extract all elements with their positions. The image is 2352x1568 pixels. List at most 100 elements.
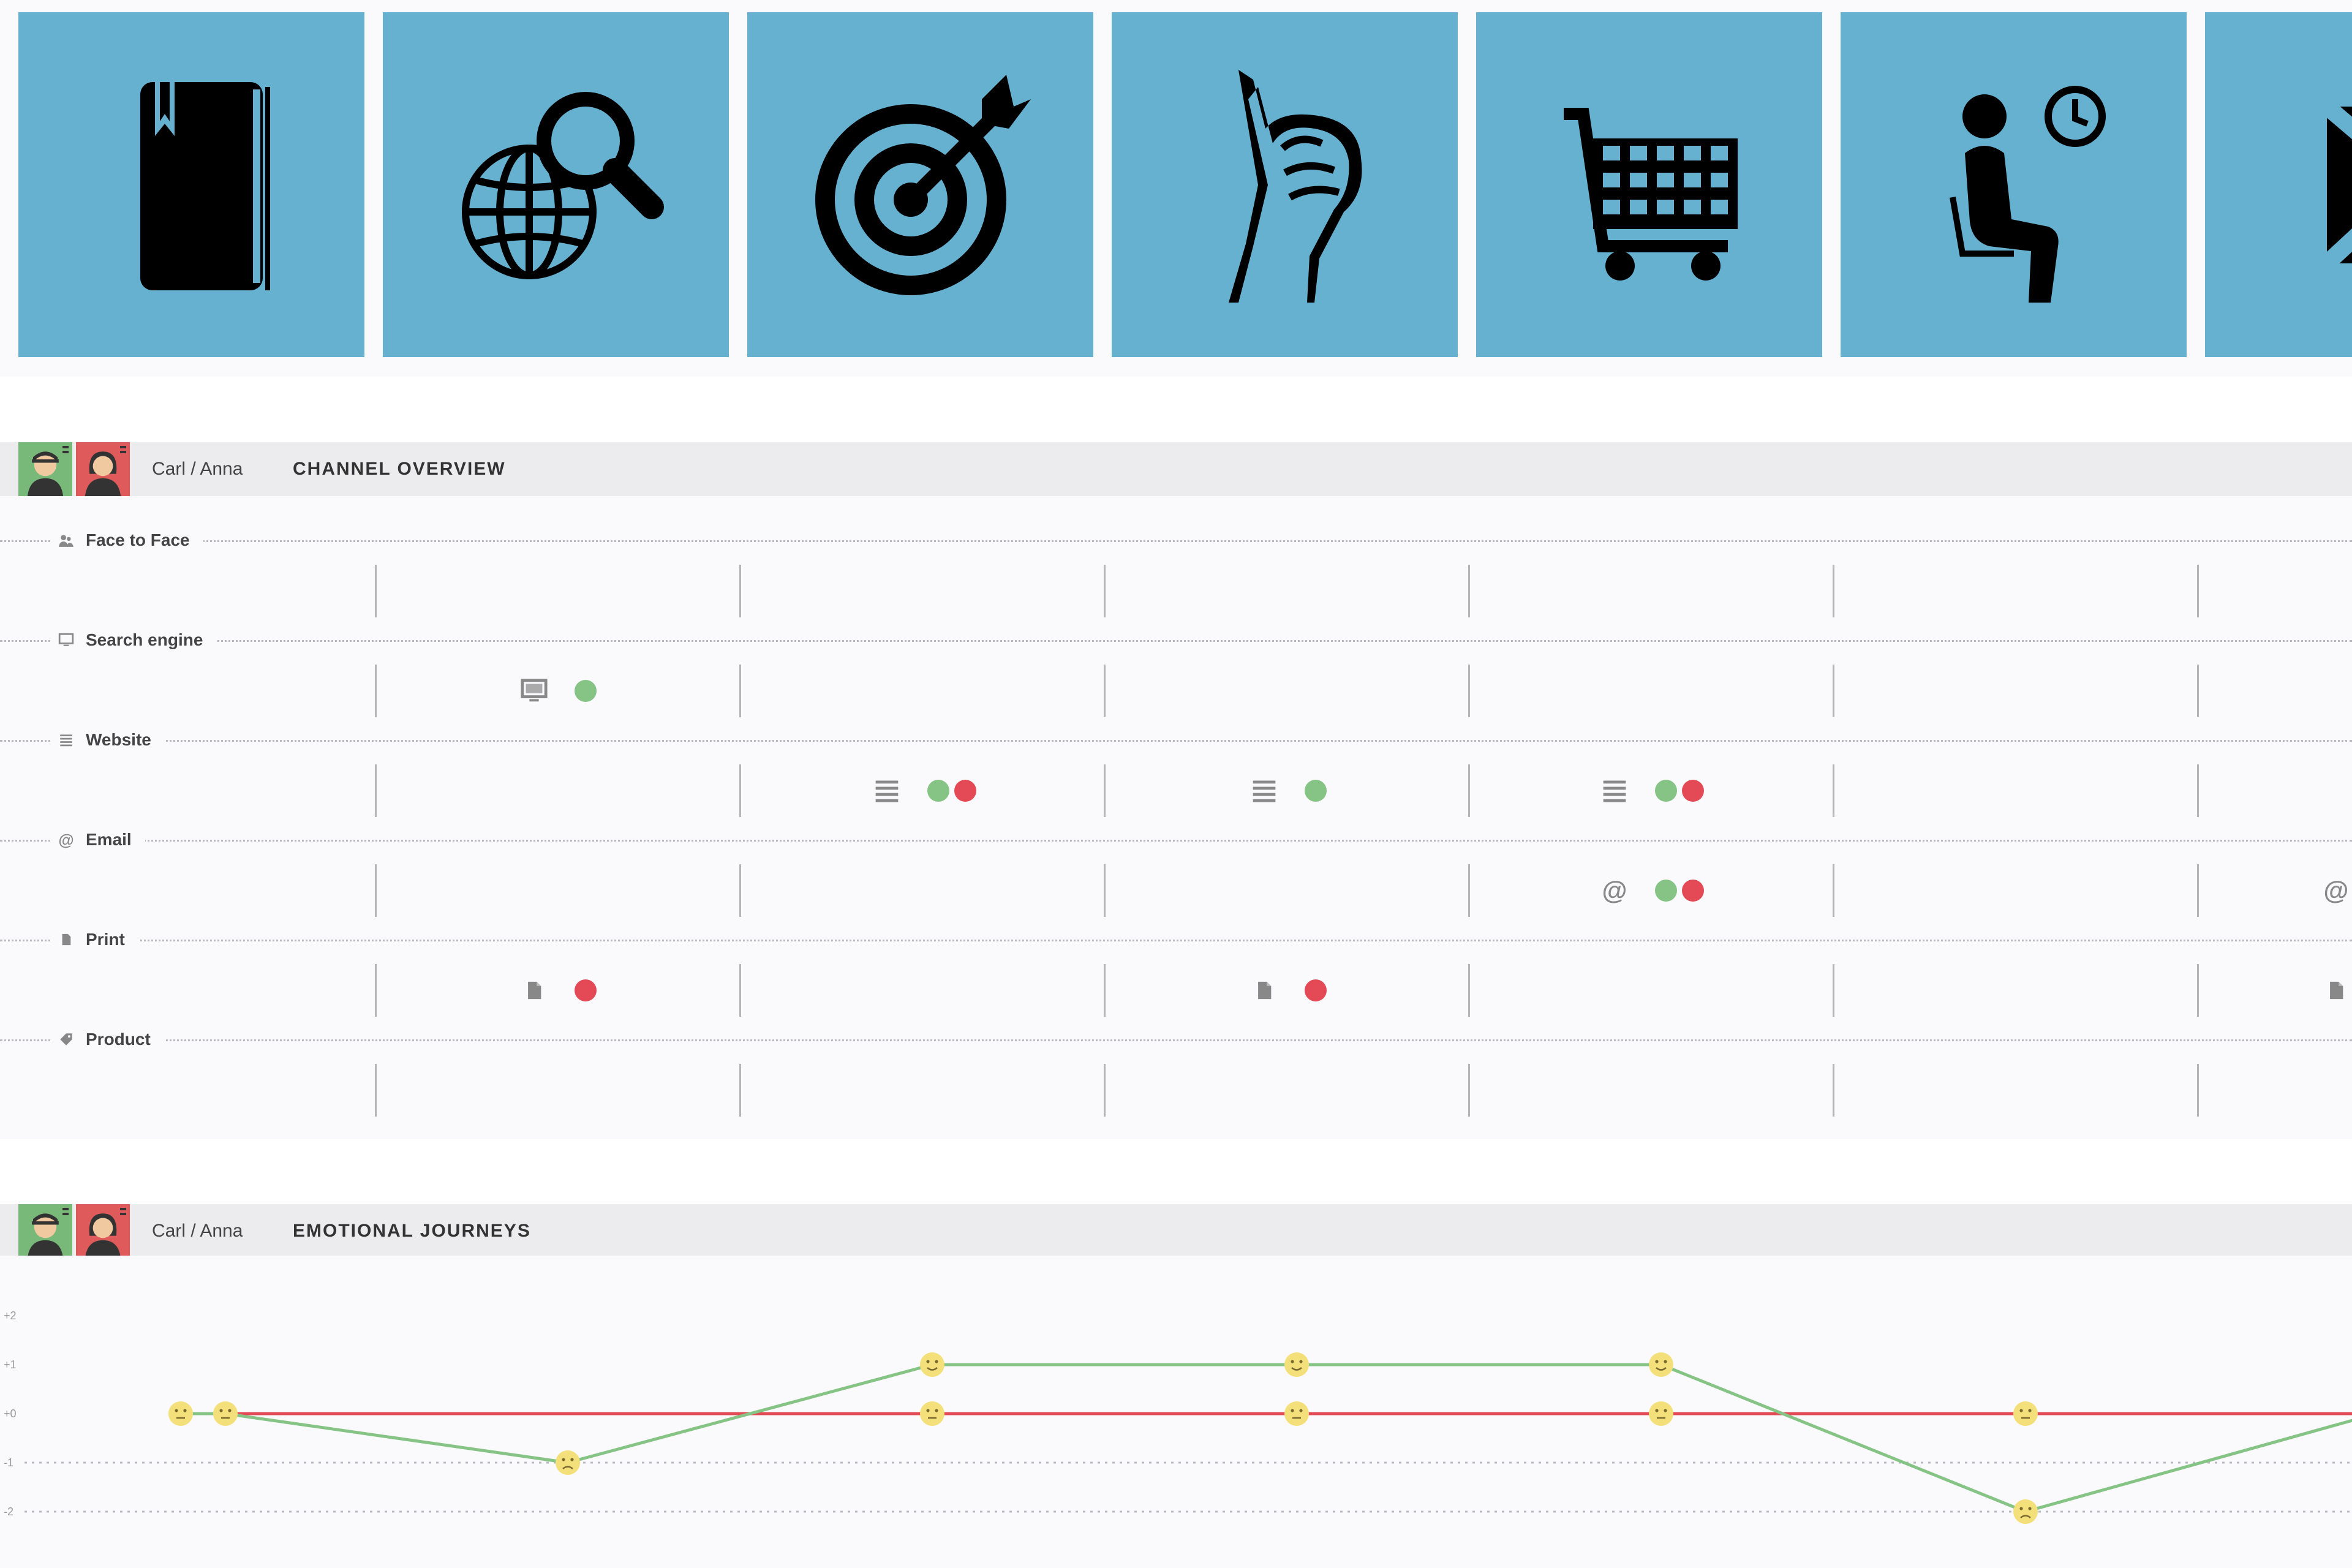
- tile-shopping-cart[interactable]: [1476, 12, 1822, 357]
- column-tick: [1104, 964, 1106, 1017]
- anna-emotion-point[interactable]: [1284, 1401, 1309, 1426]
- carl-emotion-line: [181, 1363, 2352, 1513]
- column-tick: [739, 864, 741, 917]
- tile-thumbs-up[interactable]: [1112, 12, 1458, 357]
- column-tick: [375, 864, 377, 917]
- column-tick: [1468, 764, 1470, 817]
- monitor-icon: [58, 631, 75, 649]
- channel-label: Print: [51, 926, 138, 953]
- column-tick: [375, 764, 377, 817]
- column-tick: [2197, 964, 2199, 1017]
- anna-touchpoint-dot[interactable]: [1682, 780, 1704, 802]
- channel-label: @ Email: [51, 826, 145, 853]
- book-icon: [140, 81, 270, 290]
- carl-touchpoint-dot[interactable]: [927, 780, 949, 802]
- tile-book[interactable]: [18, 12, 364, 357]
- y-tick-label: -2: [4, 1506, 13, 1518]
- carl-emotion-point[interactable]: [2013, 1499, 2038, 1524]
- column-tick: [1468, 1064, 1470, 1117]
- column-tick: [1104, 864, 1106, 917]
- tile-waiting[interactable]: [1841, 12, 2187, 357]
- channel-label: Face to Face: [51, 527, 203, 554]
- envelope-icon: [2320, 99, 2352, 270]
- channel-row-print: Print: [0, 926, 2352, 1039]
- anna-touchpoint-dot[interactable]: [575, 979, 597, 1001]
- channel-row-search-engine: Search engine: [0, 627, 2352, 740]
- list-icon[interactable]: [1600, 776, 1629, 805]
- column-tick: [1833, 764, 1834, 817]
- anna-avatar[interactable]: [76, 1204, 130, 1258]
- document-icon: [58, 931, 75, 948]
- y-tick-label: +1: [4, 1359, 17, 1371]
- document-icon[interactable]: [1250, 976, 1279, 1005]
- channel-row-face-to-face: Face to Face: [0, 527, 2352, 640]
- emotional-journey-chart: +2 +1 +0 -1 -2: [0, 1256, 2352, 1568]
- document-icon[interactable]: [519, 976, 549, 1005]
- carl-avatar[interactable]: [18, 442, 72, 496]
- at-icon[interactable]: @: [2323, 876, 2349, 905]
- anna-avatar[interactable]: [76, 442, 130, 496]
- shopping-cart-icon: [1563, 107, 1738, 281]
- man-avatar-icon: [27, 1213, 64, 1258]
- column-tick: [1833, 964, 1834, 1017]
- column-tick: [1104, 1064, 1106, 1117]
- column-tick: [1104, 665, 1106, 717]
- carl-emotion-point[interactable]: [213, 1401, 238, 1426]
- column-tick: [739, 1064, 741, 1117]
- carl-emotion-point[interactable]: [920, 1352, 944, 1377]
- channel-row-product: Product: [0, 1026, 2352, 1139]
- list-icon: [58, 731, 75, 748]
- column-tick: [1833, 565, 1834, 617]
- anna-emotion-point[interactable]: [1649, 1401, 1673, 1426]
- channel-label: Search engine: [51, 627, 217, 654]
- column-tick: [1468, 864, 1470, 917]
- emotional-journeys-header: Carl / Anna EMOTIONAL JOURNEYS: [0, 1204, 2352, 1258]
- anna-touchpoint-dot[interactable]: [954, 780, 976, 802]
- column-tick: [739, 964, 741, 1017]
- tile-target[interactable]: [747, 12, 1093, 357]
- anna-touchpoint-dot[interactable]: [1305, 979, 1327, 1001]
- column-tick: [1833, 1064, 1834, 1117]
- column-tick: [375, 964, 377, 1017]
- persona-label: Carl / Anna: [152, 459, 243, 479]
- tag-icon: [58, 1031, 75, 1048]
- list-icon[interactable]: [1250, 776, 1279, 805]
- journey-stage-tiles: [0, 0, 2352, 377]
- carl-touchpoint-dot[interactable]: [575, 680, 597, 702]
- people-icon: [58, 532, 75, 549]
- column-tick: [1833, 665, 1834, 717]
- persona-label: Carl / Anna: [152, 1221, 243, 1241]
- carl-emotion-point[interactable]: [556, 1450, 580, 1475]
- carl-emotion-point[interactable]: [1649, 1352, 1673, 1377]
- column-tick: [1468, 665, 1470, 717]
- column-tick: [2197, 1064, 2199, 1117]
- carl-emotion-point[interactable]: [1284, 1352, 1309, 1377]
- man-avatar-icon: [27, 451, 64, 496]
- list-icon[interactable]: [872, 776, 902, 805]
- column-tick: [1104, 764, 1106, 817]
- person-waiting-icon: [1949, 85, 2106, 303]
- channel-label: Website: [51, 726, 165, 753]
- anna-touchpoint-dot[interactable]: [1682, 880, 1704, 902]
- column-tick: [2197, 665, 2199, 717]
- y-tick-label: +0: [4, 1408, 17, 1420]
- column-tick: [2197, 764, 2199, 817]
- tile-mail[interactable]: [2205, 12, 2352, 357]
- anna-emotion-point[interactable]: [2013, 1401, 2038, 1426]
- document-icon[interactable]: [2321, 976, 2351, 1005]
- carl-touchpoint-dot[interactable]: [1655, 880, 1677, 902]
- anna-emotion-point[interactable]: [920, 1401, 944, 1426]
- channel-label: Product: [51, 1026, 164, 1053]
- carl-touchpoint-dot[interactable]: [1305, 780, 1327, 802]
- woman-avatar-icon: [85, 451, 121, 496]
- monitor-icon[interactable]: [519, 676, 549, 706]
- channel-grid: Face to Face Search engine Website @ Ema…: [0, 496, 2352, 1139]
- column-tick: [739, 565, 741, 617]
- at-icon[interactable]: @: [1602, 876, 1627, 905]
- carl-emotion-point[interactable]: [168, 1401, 193, 1426]
- column-tick: [2197, 565, 2199, 617]
- carl-touchpoint-dot[interactable]: [1655, 780, 1677, 802]
- channel-row-website: Website: [0, 726, 2352, 840]
- tile-search-web[interactable]: [383, 12, 729, 357]
- carl-avatar[interactable]: [18, 1204, 72, 1258]
